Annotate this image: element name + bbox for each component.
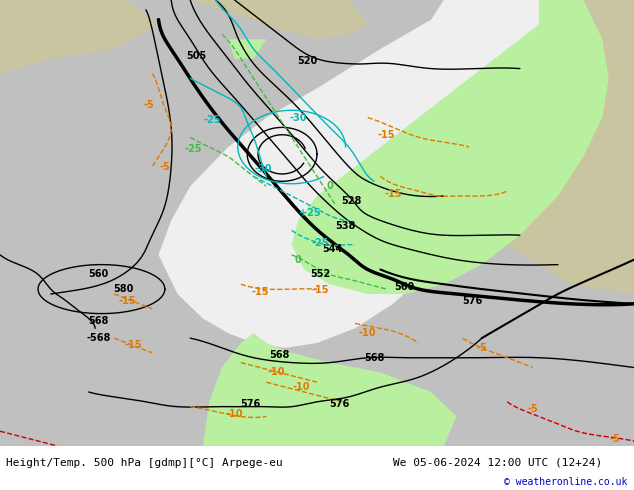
Text: 568: 568 (364, 353, 384, 363)
Text: -10: -10 (359, 328, 377, 338)
Text: 580: 580 (113, 284, 134, 294)
Text: -5: -5 (144, 100, 154, 110)
Text: -15: -15 (118, 296, 136, 306)
Polygon shape (203, 333, 456, 446)
Text: 576: 576 (117, 451, 137, 461)
Text: -5: -5 (527, 404, 538, 414)
Text: 538: 538 (335, 221, 356, 231)
Text: -25: -25 (204, 115, 221, 125)
Text: © weatheronline.co.uk: © weatheronline.co.uk (504, 477, 628, 487)
Text: +25: +25 (299, 208, 320, 218)
Polygon shape (228, 39, 266, 59)
Text: 0: 0 (295, 255, 301, 265)
Text: 560: 560 (394, 282, 415, 292)
Polygon shape (0, 0, 634, 446)
Polygon shape (158, 0, 571, 348)
Text: -15: -15 (251, 287, 269, 296)
Text: 0: 0 (327, 181, 333, 191)
Text: Height/Temp. 500 hPa [gdmp][°C] Arpege-eu: Height/Temp. 500 hPa [gdmp][°C] Arpege-e… (6, 458, 283, 467)
Text: -25: -25 (184, 145, 202, 154)
Text: -15: -15 (124, 341, 142, 350)
Text: 528: 528 (342, 196, 362, 206)
Text: -10: -10 (226, 409, 243, 419)
Text: 568: 568 (269, 350, 289, 360)
Text: 568: 568 (88, 316, 108, 326)
Text: -568: -568 (86, 333, 110, 343)
Text: 544: 544 (323, 244, 343, 254)
Polygon shape (266, 0, 609, 294)
Text: 576: 576 (329, 399, 349, 409)
Polygon shape (0, 0, 158, 74)
Text: -5: -5 (160, 162, 170, 172)
Text: -15: -15 (378, 130, 396, 140)
Text: 552: 552 (310, 270, 330, 279)
Polygon shape (444, 0, 634, 294)
Text: We 05-06-2024 12:00 UTC (12+24): We 05-06-2024 12:00 UTC (12+24) (393, 458, 602, 467)
Text: 576: 576 (462, 296, 482, 306)
Text: -15: -15 (384, 189, 402, 198)
Text: -10: -10 (267, 368, 285, 377)
Text: -5: -5 (610, 434, 620, 443)
Text: -30: -30 (254, 164, 272, 174)
Text: 560: 560 (88, 270, 108, 279)
Polygon shape (178, 0, 368, 39)
Text: 576: 576 (240, 399, 261, 409)
Text: -10: -10 (292, 382, 310, 392)
Text: -25: -25 (311, 238, 329, 247)
Text: 520: 520 (297, 56, 318, 66)
Text: -30: -30 (289, 113, 307, 122)
Text: -15: -15 (311, 285, 329, 295)
Text: -5: -5 (477, 343, 487, 353)
Bar (0, 446, 634, 490)
Text: 505: 505 (186, 51, 207, 61)
